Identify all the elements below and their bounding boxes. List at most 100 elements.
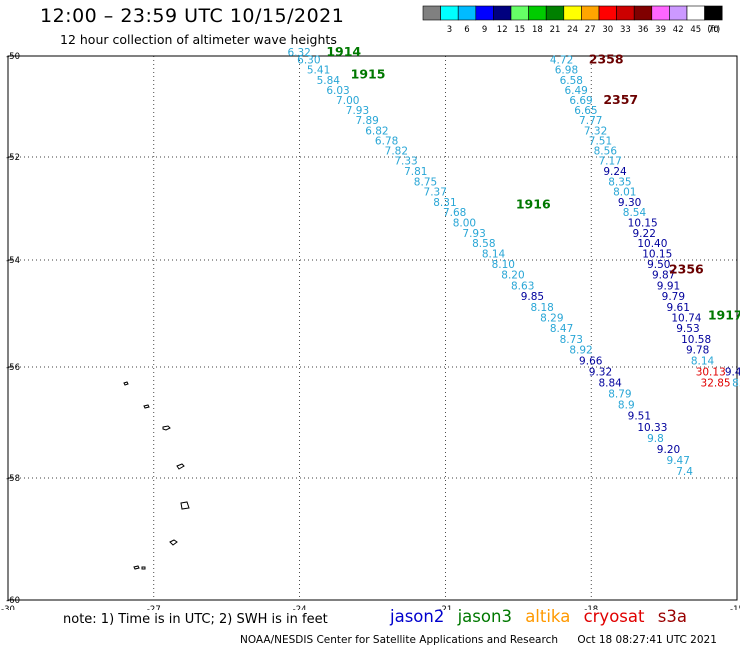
track-b-wave-height: 9.24 bbox=[603, 166, 627, 178]
track-b-wave-height: 9.91 bbox=[657, 280, 680, 292]
latitude-tick-label: -54 bbox=[6, 256, 20, 266]
track-b-wave-height: 9.78 bbox=[686, 345, 709, 357]
island-outline bbox=[143, 404, 150, 409]
track-a-wave-height: 8.00 bbox=[453, 218, 476, 230]
track-a-wave-height: 7.93 bbox=[462, 228, 485, 240]
track-b-wave-height: 8.54 bbox=[623, 207, 647, 219]
color-scale-label: 12 bbox=[497, 25, 508, 35]
track-b-wave-height: 9.53 bbox=[676, 323, 699, 335]
track-a-wave-height: 7.33 bbox=[394, 156, 417, 168]
track-b-wave-height: 9.30 bbox=[618, 197, 641, 209]
track-b-wave-height: 8.01 bbox=[613, 187, 636, 199]
island-outline bbox=[180, 501, 190, 510]
track-a-wave-height: 10.33 bbox=[637, 422, 667, 434]
color-scale-label: 6 bbox=[464, 25, 469, 35]
track-b-wave-height: 10.15 bbox=[628, 218, 658, 230]
footer-note: note: 1) Time is in UTC; 2) SWH is in fe… bbox=[63, 612, 328, 627]
color-scale-label: 15 bbox=[514, 25, 525, 35]
longitude-tick-label: -21 bbox=[438, 605, 452, 610]
island-outline bbox=[169, 539, 178, 546]
track-a-wave-height: 9.85 bbox=[521, 291, 544, 303]
altimeter-map: -30 -27 -24 -21 -18 -15 -50 -52 -54 -56 -58 -60 6.32… bbox=[1, 44, 740, 610]
color-scale-label: 24 bbox=[567, 25, 578, 35]
track-a-wave-height: 8.18 bbox=[530, 302, 553, 314]
latitude-tick-label: -52 bbox=[6, 153, 20, 163]
satellite-cryosat: cryosat bbox=[583, 607, 645, 626]
credit-text: NOAA/NESDIS Center for Satellite Applica… bbox=[240, 634, 558, 646]
track-a-wave-height: 7.00 bbox=[336, 95, 359, 107]
color-scale-label: 39 bbox=[655, 25, 666, 35]
track-a-wave-height: 8.84 bbox=[598, 377, 622, 389]
track-b-wave-height: 8. bbox=[732, 377, 740, 389]
generated-timestamp: Oct 18 08:27:41 UTC 2021 bbox=[577, 634, 717, 646]
wave-height-color-scale: 3 6 9 12 15 18 21 24 27 30 33 36 39 42 45 70(ft) bbox=[422, 5, 723, 35]
color-scale-label: 70 bbox=[708, 25, 719, 35]
track-b-wave-height: 9.22 bbox=[633, 228, 656, 240]
track-b-wave-height: 30.13 bbox=[696, 366, 726, 378]
color-scale-label: 45 bbox=[690, 25, 701, 35]
latitude-tick-label: -58 bbox=[6, 474, 20, 484]
track-a-wave-height: 9.20 bbox=[657, 444, 680, 456]
track-a-wave-height: 8.63 bbox=[511, 280, 534, 292]
track-b-wave-height: 7.77 bbox=[579, 115, 602, 127]
track-a-wave-height: 8.20 bbox=[501, 270, 524, 282]
satellite-jason3: jason3 bbox=[457, 607, 512, 626]
track-b-wave-height: 8.14 bbox=[691, 355, 715, 367]
track-b-wave-height: 9.79 bbox=[662, 291, 685, 303]
track-b-wave-height: 9.87 bbox=[652, 270, 675, 282]
color-scale-swatch bbox=[704, 5, 723, 21]
track-b-wave-height: 6.69 bbox=[569, 95, 592, 107]
track-b-wave-height: 7.17 bbox=[598, 156, 621, 168]
longitude-tick-label: -18 bbox=[584, 605, 598, 610]
track-a-wave-height: 8.31 bbox=[433, 197, 456, 209]
track-b-wave-height: 4.72 bbox=[550, 55, 573, 67]
color-scale-label: 36 bbox=[638, 25, 649, 35]
track-a-wave-height: 8.58 bbox=[472, 238, 495, 250]
track-b-wave-height: 6.98 bbox=[555, 65, 578, 77]
island-outline bbox=[133, 565, 146, 570]
track-b-wave-height: 6.58 bbox=[560, 75, 583, 87]
latitude-tick-label: -56 bbox=[6, 363, 20, 373]
track-a-wave-height: 7.4 bbox=[676, 466, 693, 478]
island-outline bbox=[162, 425, 171, 431]
map-frame bbox=[7, 55, 738, 601]
satellite-altika: altika bbox=[525, 607, 571, 626]
track-a-wave-height: 8.73 bbox=[560, 334, 583, 346]
color-scale-label: 33 bbox=[620, 25, 631, 35]
track-b-wave-height: 7.32 bbox=[584, 125, 607, 137]
track-b-wave-height: 9.50 bbox=[647, 259, 670, 271]
track-a-wave-height: 9.47 bbox=[667, 455, 690, 467]
track-b-wave-height: 8.56 bbox=[594, 145, 618, 157]
track-a-wave-height: 6.82 bbox=[365, 125, 388, 137]
color-scale-unit-label: (ft) bbox=[707, 25, 720, 35]
track-a-wave-height: 7.82 bbox=[385, 145, 408, 157]
track-a-wave-height: 8.92 bbox=[569, 345, 592, 357]
track-a-wave-height: 6.03 bbox=[326, 85, 349, 97]
track-a-wave-height: 6.78 bbox=[375, 135, 398, 147]
track-a-time-label: 1914 bbox=[326, 44, 361, 59]
credit-line: NOAA/NESDIS Center for Satellite Applica… bbox=[240, 634, 717, 646]
track-a-time-label: 1915 bbox=[351, 67, 386, 82]
track-b-time-label: 2356 bbox=[669, 261, 704, 276]
color-scale-label: 30 bbox=[602, 25, 613, 35]
track-b-wave-height: 6.49 bbox=[564, 85, 587, 97]
satellite-jason2: jason2 bbox=[390, 607, 445, 626]
island-outline bbox=[176, 463, 185, 470]
track-a-wave-height: 7.81 bbox=[404, 166, 427, 178]
track-b-wave-height: 7.51 bbox=[589, 135, 612, 147]
color-scale-label: 21 bbox=[550, 25, 561, 35]
track-a-wave-height: 9.66 bbox=[579, 355, 603, 367]
track-a-wave-height: 5.41 bbox=[307, 65, 330, 77]
track-b-wave-height: 10.58 bbox=[681, 334, 711, 346]
latitude-tick-label: -50 bbox=[6, 52, 20, 62]
track-a-wave-height: 8.14 bbox=[482, 248, 506, 260]
track-a-wave-height: 8.29 bbox=[540, 313, 563, 325]
track-a-time-label: 1917 bbox=[708, 307, 740, 322]
track-a-wave-height: 5.84 bbox=[317, 75, 341, 87]
track-a-wave-height: 7.37 bbox=[424, 187, 447, 199]
track-a-time-label: 1916 bbox=[516, 197, 551, 212]
track-a-wave-height: 8.47 bbox=[550, 323, 573, 335]
color-scale-label: 3 bbox=[447, 25, 452, 35]
track-a-wave-height: 8.10 bbox=[492, 259, 515, 271]
color-scale-label: 27 bbox=[585, 25, 596, 35]
